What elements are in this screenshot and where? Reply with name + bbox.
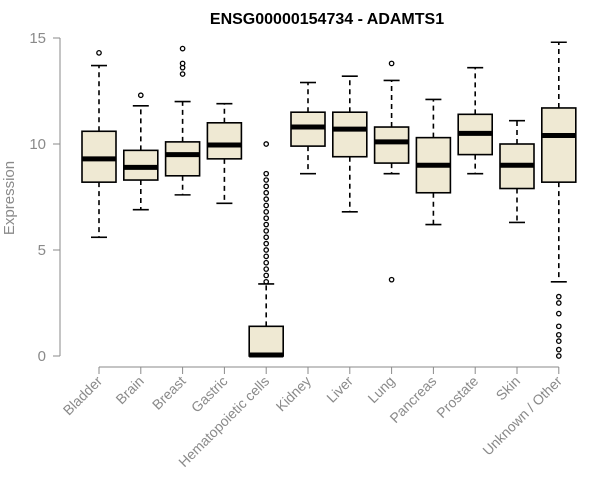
chart-title: ENSG00000154734 - ADAMTS1 — [210, 11, 444, 28]
x-tick-label: Bladder — [60, 373, 106, 419]
box-group — [331, 75, 368, 213]
outlier-point — [263, 221, 270, 228]
outlier-point — [555, 338, 562, 345]
outlier-point — [263, 141, 270, 147]
box — [164, 141, 201, 177]
outlier-point — [388, 60, 395, 67]
box — [331, 111, 368, 158]
outlier-point — [263, 278, 270, 285]
x-tick-label: Breast — [149, 373, 189, 413]
box-group — [457, 66, 494, 175]
x-tick-label: Unknown / Other — [479, 373, 565, 459]
outlier-point — [263, 189, 270, 196]
outlier-point — [263, 202, 270, 209]
x-tick-label: Lung — [364, 373, 397, 406]
outlier-point — [263, 247, 270, 253]
box — [540, 107, 577, 183]
outlier-point — [555, 293, 562, 300]
box — [373, 126, 410, 164]
outlier-point — [263, 240, 270, 247]
y-tick-label: 10 — [29, 136, 46, 153]
boxes — [81, 41, 577, 359]
y-tick-label: 15 — [29, 30, 46, 47]
outlier-point — [263, 215, 270, 222]
box — [248, 325, 284, 357]
x-tick-label: Prostate — [433, 373, 481, 421]
box-group — [540, 41, 577, 359]
outlier-point — [263, 266, 270, 272]
box-group — [164, 45, 201, 196]
outlier-point — [555, 310, 562, 317]
box-group — [415, 98, 452, 226]
outlier-point — [555, 353, 562, 359]
outlier-point — [263, 272, 270, 279]
x-tick-label: Skin — [493, 373, 524, 404]
outlier-point — [555, 331, 562, 338]
outlier-point — [137, 92, 144, 99]
box-group — [123, 92, 159, 211]
box-group — [248, 141, 284, 358]
box — [206, 122, 243, 160]
outlier-point — [263, 228, 270, 234]
outlier-point — [179, 71, 186, 77]
outlier-point — [263, 208, 270, 215]
y-tick-label: 5 — [38, 242, 46, 259]
outlier-point — [263, 183, 270, 190]
outlier-point — [555, 300, 562, 306]
outlier-point — [555, 346, 562, 353]
outlier-point — [179, 45, 186, 52]
outlier-point — [263, 170, 270, 177]
outlier-point — [263, 259, 270, 266]
box-group — [81, 49, 117, 239]
outlier-point — [555, 323, 562, 330]
outlier-point — [388, 276, 395, 283]
outlier-point — [263, 253, 270, 260]
box-group — [373, 60, 410, 283]
box-group — [290, 81, 326, 175]
outlier-point — [263, 196, 270, 202]
x-tick-label: Liver — [323, 373, 356, 406]
y-axis-label: Expression — [1, 161, 18, 235]
box-group — [499, 119, 535, 224]
outlier-point — [263, 177, 270, 183]
outlier-point — [179, 60, 186, 67]
outlier-point — [96, 49, 102, 56]
y-tick-label: 0 — [38, 348, 46, 365]
x-tick-label: Kidney — [273, 373, 315, 415]
outlier-point — [263, 234, 270, 241]
box-group — [206, 102, 243, 205]
x-tick-label: Brain — [112, 373, 146, 407]
y-axis: 0 5 10 15 — [29, 30, 61, 365]
